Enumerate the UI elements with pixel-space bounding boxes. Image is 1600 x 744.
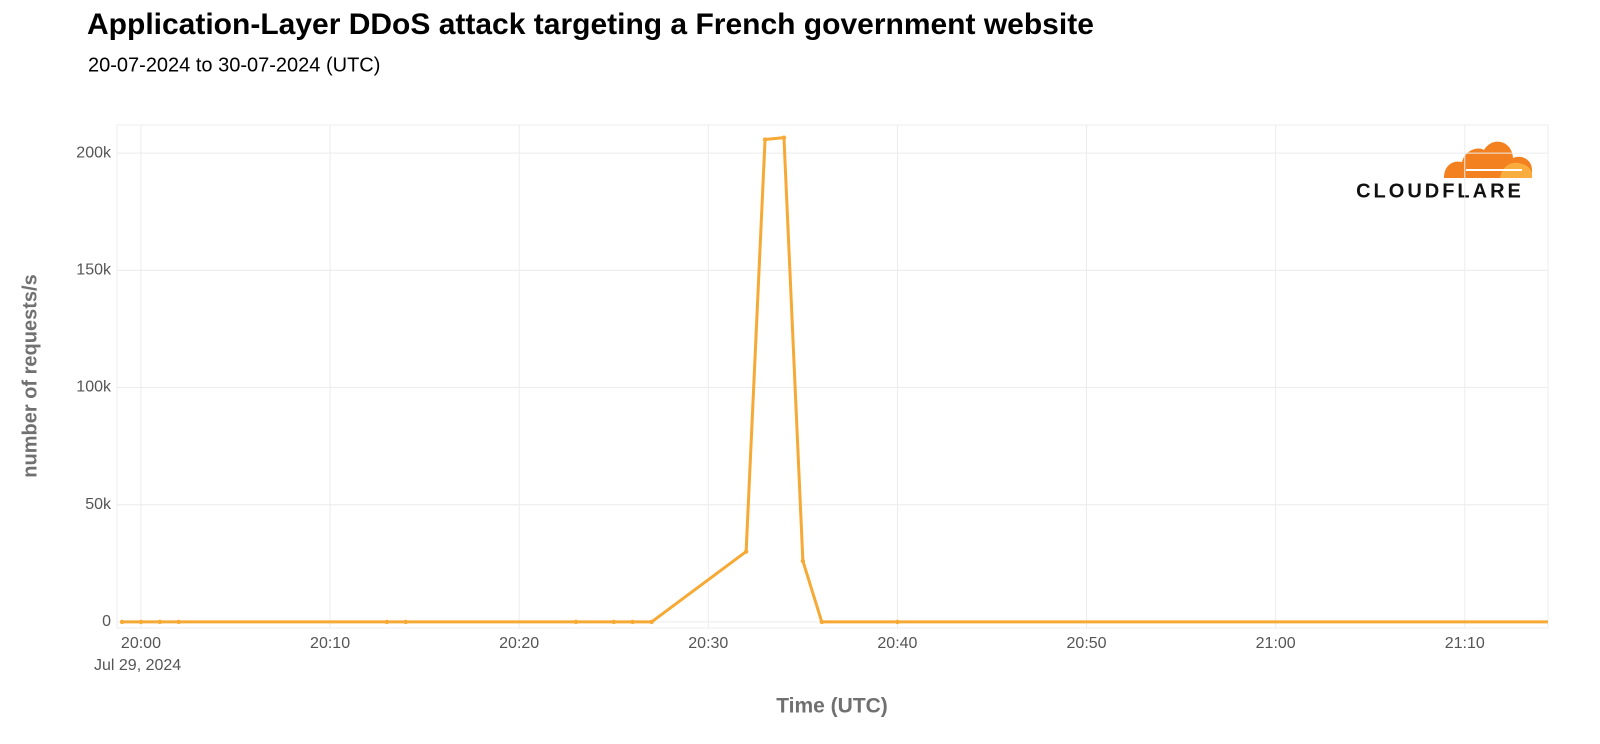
data-point [611,619,616,625]
logo-stripe [1466,169,1522,171]
data-point [157,619,163,625]
x-tick-label: 21:00 [1256,635,1296,652]
plot-area [119,135,1561,625]
logo: CLOUDFLARE [1356,141,1533,202]
chart-title: Application-Layer DDoS attack targeting … [87,8,1094,41]
x-date-label: Jul 29, 2024 [94,657,181,674]
x-tick-label: 20:30 [688,635,728,652]
chart-subtitle: 20-07-2024 to 30-07-2024 (UTC) [88,54,380,76]
data-point [649,619,654,625]
data-point [895,619,900,625]
data-point [176,619,181,625]
data-point [573,619,579,625]
x-axis-title: Time (UTC) [776,695,888,718]
data-point [119,619,125,625]
y-axis-title: number of requests/s [19,274,41,477]
data-line [122,136,1548,624]
data-point [384,619,390,625]
y-tick-label: 200k [76,144,112,161]
y-tick-label: 150k [76,262,112,279]
x-tick-label: 21:10 [1445,635,1485,652]
x-tick-label: 20:50 [1067,635,1107,652]
logo-text: CLOUDFLARE [1356,180,1524,202]
data-point [403,619,408,625]
data-point [819,619,824,625]
y-tick-label: 50k [85,496,112,513]
x-tick-label: 20:20 [499,635,539,652]
data-point [800,558,806,564]
x-tick-label: 20:40 [877,635,917,652]
data-point [781,135,787,140]
data-point [630,619,635,625]
plot-frame [116,124,1549,629]
y-tick-label: 0 [102,613,111,630]
data-point [743,549,749,554]
data-point [138,619,144,625]
data-point [1557,620,1561,624]
x-tick-label: 20:10 [310,635,350,652]
data-point [762,137,768,142]
y-tick-label: 100k [76,379,112,396]
x-tick-label: 20:00 [121,635,161,652]
